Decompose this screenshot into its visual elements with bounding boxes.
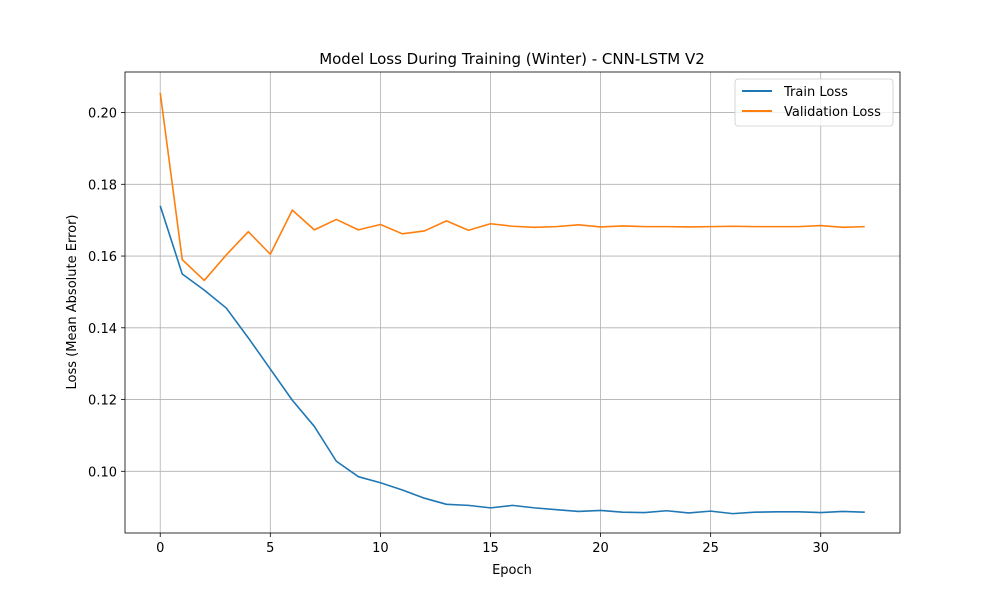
y-tick-label: 0.16: [88, 250, 117, 265]
x-tick-label: 30: [812, 541, 829, 556]
chart-title: Model Loss During Training (Winter) - CN…: [319, 50, 705, 68]
y-tick-label: 0.10: [88, 465, 117, 480]
grid-lines: [125, 72, 900, 533]
x-tick-label: 10: [372, 541, 389, 556]
x-tick-label: 5: [266, 541, 274, 556]
plot-frame: [124, 71, 901, 534]
x-tick-label: 25: [702, 541, 719, 556]
series-lines: [159, 92, 865, 515]
legend-box: [734, 78, 894, 127]
y-tick-label: 0.14: [88, 322, 117, 337]
series-line-validation-loss: [159, 92, 865, 282]
series-line-train-loss: [159, 205, 865, 515]
legend: Train Loss Validation Loss: [734, 78, 894, 127]
x-tick-label: 0: [156, 541, 164, 556]
x-axis-ticks: 0 5 10 15 20 25 30: [156, 533, 829, 556]
y-tick-label: 0.18: [88, 178, 117, 193]
y-tick-label: 0.20: [88, 107, 117, 122]
legend-label-train-loss: Train Loss: [783, 85, 848, 100]
y-axis-ticks: 0.10 0.12 0.14 0.16 0.18 0.20: [88, 107, 125, 480]
x-tick-label: 20: [592, 541, 609, 556]
y-tick-label: 0.12: [88, 394, 117, 409]
x-tick-label: 15: [482, 541, 499, 556]
legend-label-validation-loss: Validation Loss: [784, 105, 881, 120]
x-axis-label: Epoch: [492, 563, 532, 578]
y-axis-label: Loss (Mean Absolute Error): [65, 215, 80, 390]
